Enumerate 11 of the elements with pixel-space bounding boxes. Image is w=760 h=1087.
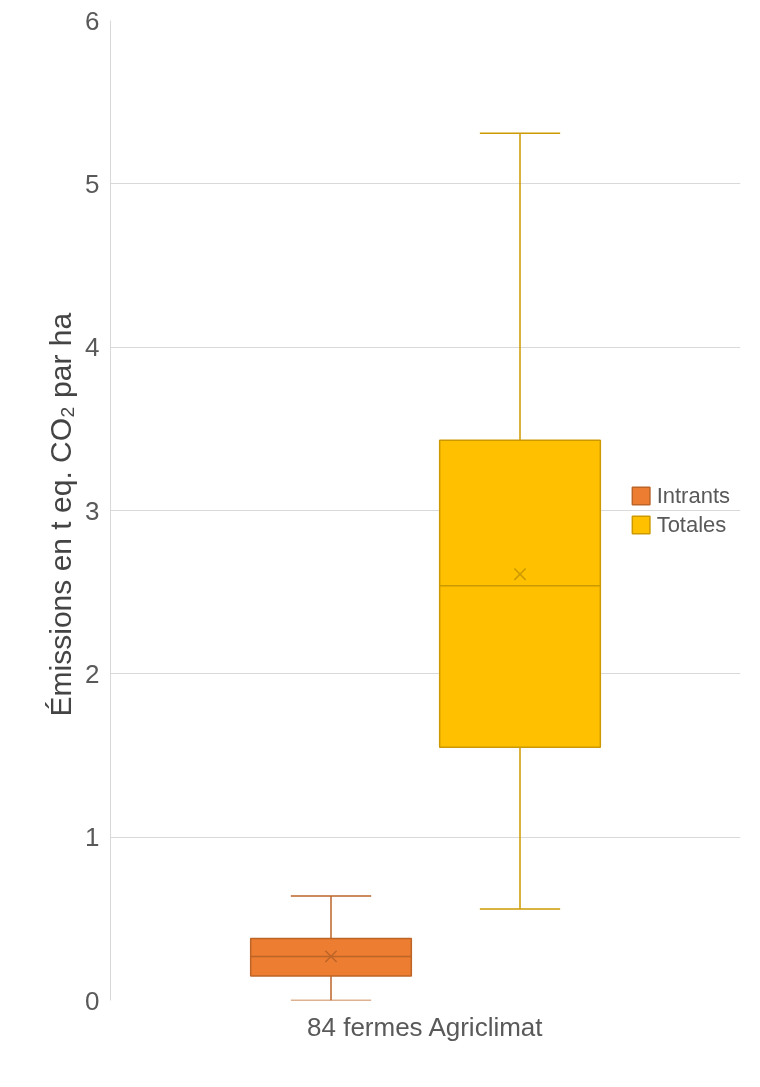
- x-tick-label: 84 fermes Agriclimat: [307, 1011, 544, 1042]
- y-tick-label: 4: [85, 332, 100, 363]
- y-tick-label: 0: [85, 985, 100, 1016]
- y-axis-title: Émissions en t eq. CO₂ par ha: [44, 312, 78, 717]
- y-tick-label: 2: [85, 658, 100, 689]
- y-tick-label: 3: [85, 495, 100, 526]
- y-tick-label: 1: [85, 822, 100, 853]
- legend-label: Totales: [656, 511, 727, 538]
- y-tick-label: 5: [85, 168, 100, 199]
- legend-label: Intrants: [656, 482, 730, 509]
- y-tick-label: 6: [85, 5, 100, 36]
